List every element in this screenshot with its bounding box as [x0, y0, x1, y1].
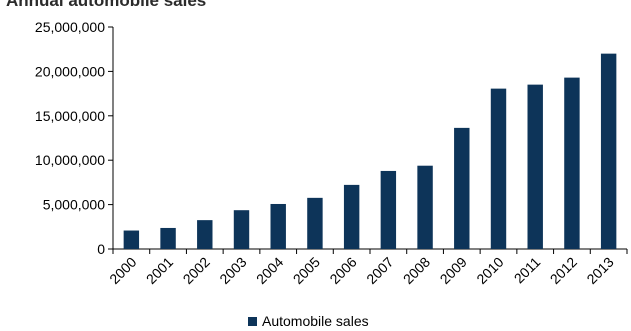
y-tick-label: 20,000,000 [35, 63, 105, 79]
legend-label: Automobile sales [262, 313, 369, 329]
x-tick-label: 2007 [363, 254, 396, 287]
legend: Automobile sales [248, 313, 369, 329]
bar [197, 220, 213, 249]
bar [564, 77, 580, 249]
bar [600, 53, 617, 249]
chart-title: Annual automobile sales [6, 0, 207, 10]
y-tick-label: 10,000,000 [35, 152, 105, 168]
y-axis: 0 5,000,000 10,000,000 15,000,000 20,000,000… [35, 19, 114, 257]
bar [160, 227, 176, 249]
x-tick-label: 2002 [180, 254, 213, 287]
bar [490, 88, 507, 249]
legend-swatch [248, 316, 257, 326]
x-tick-label: 2009 [437, 254, 470, 287]
x-tick-label: 2001 [143, 254, 176, 287]
bar [380, 170, 397, 249]
x-axis: 2000 2001 2002 2003 2004 2005 2006 2007 2008 2009… [106, 248, 628, 287]
bar [233, 210, 250, 249]
bar [454, 127, 470, 249]
x-tick-label: 2003 [216, 254, 249, 287]
bar [343, 184, 360, 249]
x-tick-label: 2011 [511, 254, 544, 287]
x-tick-label: 2005 [290, 254, 323, 287]
y-tick-label: 25,000,000 [35, 19, 105, 35]
x-tick-label: 2010 [473, 254, 506, 287]
x-tick-label: 2004 [253, 254, 286, 287]
bar [527, 84, 543, 250]
x-tick-label: 2012 [547, 254, 580, 287]
y-tick-label: 15,000,000 [35, 108, 105, 124]
x-tick-label: 2013 [583, 254, 616, 287]
y-tick-label: 0 [97, 241, 105, 257]
bar [417, 165, 433, 249]
bar [307, 197, 323, 249]
bars [123, 53, 617, 250]
x-tick-label: 2000 [106, 254, 139, 287]
x-tick-label: 2006 [326, 254, 359, 287]
x-tick-label: 2008 [400, 254, 433, 287]
bar [123, 230, 140, 249]
bar [270, 203, 286, 249]
y-tick-label: 5,000,000 [43, 197, 105, 213]
